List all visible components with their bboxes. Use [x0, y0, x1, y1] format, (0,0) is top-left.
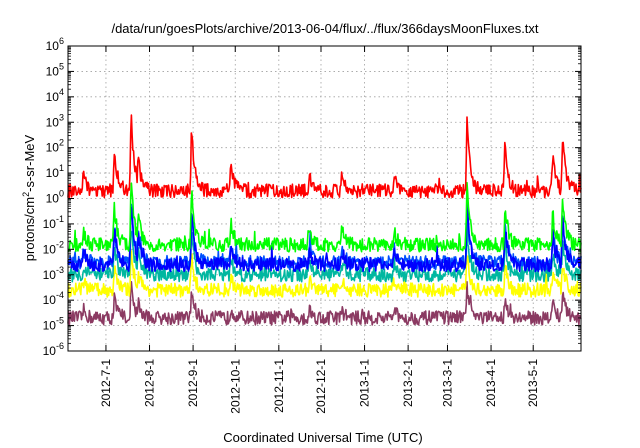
y-tick-label: 103 — [46, 112, 64, 129]
y-axis-label-rest: -s-sr-MeV — [22, 134, 37, 191]
x-tick-label: 2013-1-1 — [358, 359, 372, 407]
y-axis: 10-6 10-5 10-4 10-3 10-2 10-1 100 101 102 103 104 1… — [43, 36, 581, 358]
x-tick-label: 2012-12-1 — [314, 359, 328, 414]
y-tick-label: 105 — [46, 61, 64, 78]
x-tick-label: 2013-4-1 — [484, 359, 498, 407]
x-tick-label: 2013-5-1 — [526, 359, 540, 407]
y-tick-label: 10-4 — [43, 290, 64, 307]
series-line — [67, 181, 582, 253]
y-tick-label: 10-2 — [43, 239, 64, 256]
x-tick-label: 2012-7-1 — [99, 359, 113, 407]
x-axis: 2012-7-1 2012-8-1 2012-9-1 2012-10-1 2012-11… — [99, 46, 540, 414]
y-tick-label: 10-1 — [43, 214, 64, 231]
y-axis-label-sup: 2 — [21, 192, 31, 197]
y-axis-label: protons/cm2-s-sr-MeV — [21, 134, 37, 261]
y-tick-label: 10-5 — [43, 316, 64, 333]
chart-title: /data/run/goesPlots/archive/2013-06-04/f… — [111, 21, 538, 36]
x-tick-label: 2013-3-1 — [440, 359, 454, 407]
y-tick-label: 104 — [46, 87, 64, 104]
series-line — [67, 250, 582, 298]
series-line — [67, 225, 582, 283]
x-tick-label: 2012-9-1 — [186, 359, 200, 407]
y-tick-label: 10-6 — [43, 341, 64, 358]
grid-lines — [68, 46, 581, 351]
y-tick-label: 102 — [46, 138, 64, 155]
series-line — [67, 201, 582, 273]
x-axis-label: Coordinated Universal Time (UTC) — [223, 430, 422, 445]
x-tick-label: 2012-8-1 — [143, 359, 157, 407]
x-tick-label: 2012-10-1 — [228, 359, 242, 414]
y-tick-label: 101 — [46, 163, 64, 180]
y-axis-label-base: protons/cm — [22, 197, 37, 261]
series-line — [67, 114, 582, 199]
x-tick-label: 2012-11-1 — [272, 359, 286, 413]
series-layer — [67, 114, 582, 326]
y-tick-label: 106 — [46, 36, 64, 53]
series-line — [67, 281, 582, 326]
y-tick-label: 100 — [46, 189, 64, 206]
y-tick-label: 10-3 — [43, 265, 64, 282]
x-tick-label: 2013-2-1 — [401, 359, 415, 407]
